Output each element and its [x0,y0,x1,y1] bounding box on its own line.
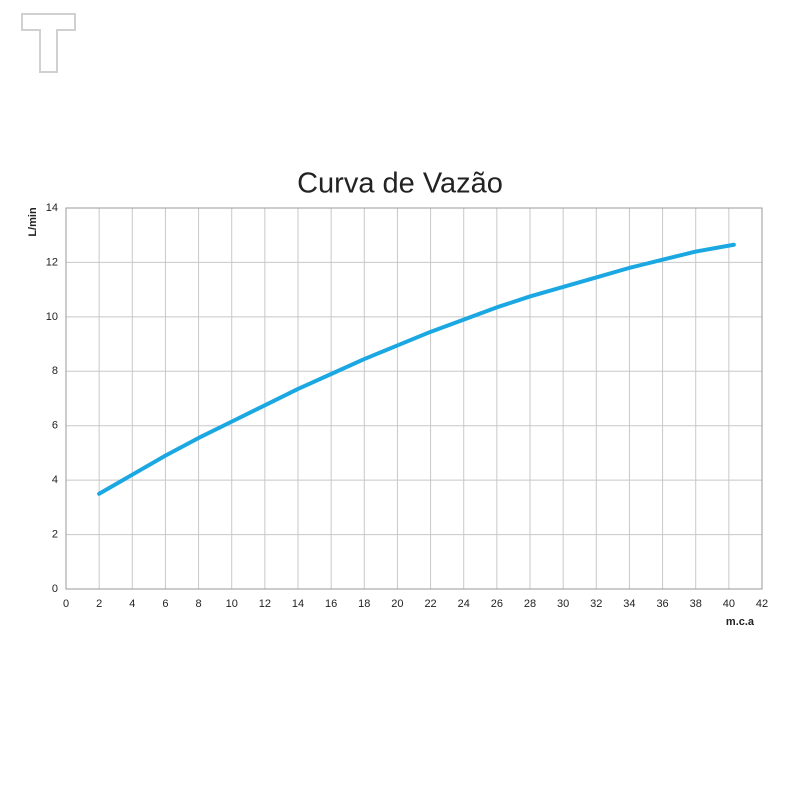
x-tick-label: 38 [690,598,702,610]
x-tick-label: 8 [196,598,202,610]
data-line [97,242,736,496]
x-tick-label: 12 [259,598,271,610]
x-tick-label: 14 [292,598,304,610]
x-tick-label: 26 [491,598,503,610]
x-tick-label: 32 [590,598,602,610]
y-tick-label: 4 [52,474,58,486]
x-tick-label: 28 [524,598,536,610]
y-tick-label: 8 [52,365,58,377]
x-tick-label: 36 [656,598,668,610]
x-tick-label: 2 [96,598,102,610]
y-axis-label: L/min [27,207,39,237]
x-tick-label: 18 [358,598,370,610]
x-tick-label: 22 [424,598,436,610]
x-tick-label: 4 [129,598,135,610]
x-tick-label: 6 [162,598,168,610]
logo [21,13,76,73]
y-tick-label: 14 [46,202,58,214]
chart-title: Curva de Vazão [297,168,503,200]
y-tick-label: 10 [46,311,58,323]
x-tick-label: 42 [756,598,768,610]
x-tick-label: 10 [226,598,238,610]
y-tick-label: 12 [46,256,58,268]
x-tick-label: 20 [391,598,403,610]
y-tick-label: 2 [52,528,58,540]
x-tick-label: 30 [557,598,569,610]
plot-border [65,207,763,590]
x-tick-label: 16 [325,598,337,610]
x-tick-label: 34 [623,598,635,610]
x-axis-label: m.c.a [726,616,755,628]
x-tick-label: 40 [723,598,735,610]
x-tick-label: 24 [458,598,470,610]
y-tick-label: 0 [52,583,58,595]
x-tick-label: 0 [63,598,69,610]
y-tick-label: 6 [52,420,58,432]
